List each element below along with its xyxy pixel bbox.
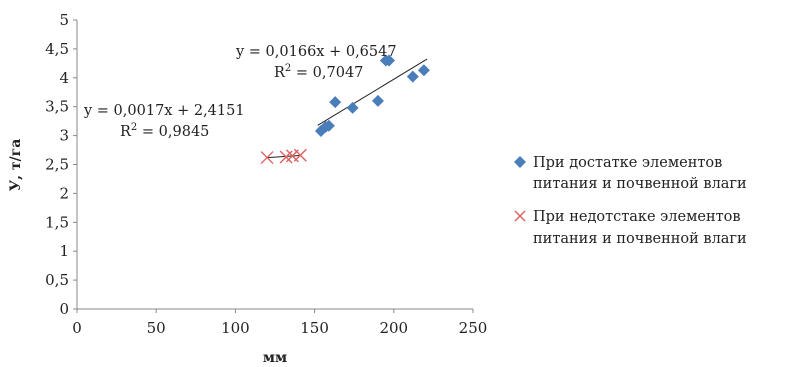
- data-point-series-1: [329, 96, 341, 108]
- trendline-r2-2: R2 = 0,9845: [120, 122, 209, 140]
- x-tick-label: 0: [72, 319, 82, 337]
- legend-item-series-1: При достатке элементов питания и почвенн…: [514, 155, 747, 192]
- data-point-series-1: [418, 64, 430, 76]
- y-tick-label: 2: [59, 184, 69, 202]
- data-point-series-1: [347, 102, 359, 114]
- y-tick-label: 2,5: [45, 156, 69, 174]
- y-tick-label: 1: [59, 242, 69, 260]
- y-tick-label: 4,5: [45, 40, 69, 58]
- y-tick-label: 3,5: [45, 98, 69, 116]
- y-tick-label: 1,5: [45, 213, 69, 231]
- legend-label-series-2-line-1: При недотстаке элементов: [533, 209, 741, 225]
- legend-label-series-1-line-2: питания и почвенной влаги: [533, 176, 747, 192]
- trendline-r2-1: R2 = 0,7047: [274, 63, 363, 81]
- x-axis-ticks: 0 50 100 150 200 250: [72, 309, 487, 337]
- trendline-equation-1: y = 0,0166x + 0,6547: [235, 44, 397, 60]
- x-tick-label: 100: [221, 319, 250, 337]
- legend-x-marker: [515, 211, 525, 221]
- x-tick-label: 200: [379, 319, 408, 337]
- y-tick-label: 0: [59, 300, 69, 318]
- legend-diamond-marker: [514, 156, 526, 168]
- y-tick-label: 5: [59, 11, 69, 29]
- y-tick-label: 0,5: [45, 271, 69, 289]
- legend: При достатке элементов питания и почвенн…: [514, 155, 747, 247]
- x-axis-title: мм: [263, 350, 287, 366]
- trendline-series-2: [267, 156, 300, 158]
- data-point-series-1: [407, 71, 419, 83]
- legend-label-series-1-line-1: При достатке элементов: [533, 155, 722, 171]
- x-tick-label: 250: [459, 319, 488, 337]
- y-tick-label: 4: [59, 69, 69, 87]
- y-tick-label: 3: [59, 127, 69, 145]
- legend-item-series-2: При недотстаке элементов питания и почве…: [515, 209, 747, 247]
- trendline-label-series-2: y = 0,0017x + 2,4151 R2 = 0,9845: [83, 103, 245, 140]
- legend-label-series-2-line-2: питания и почвенной влаги: [533, 231, 747, 247]
- y-axis-ticks: 0 0,5 1 1,5 2 2,5 3 3,5 4 4,5 5: [45, 11, 77, 318]
- y-axis-title: У, т/га: [8, 139, 24, 192]
- x-tick-label: 150: [300, 319, 329, 337]
- data-point-series-2: [294, 149, 306, 161]
- trendline-label-series-1: y = 0,0166x + 0,6547 R2 = 0,7047: [235, 44, 397, 81]
- x-tick-label: 50: [147, 319, 166, 337]
- trendline-equation-2: y = 0,0017x + 2,4151: [83, 103, 245, 119]
- data-point-series-1: [372, 95, 384, 107]
